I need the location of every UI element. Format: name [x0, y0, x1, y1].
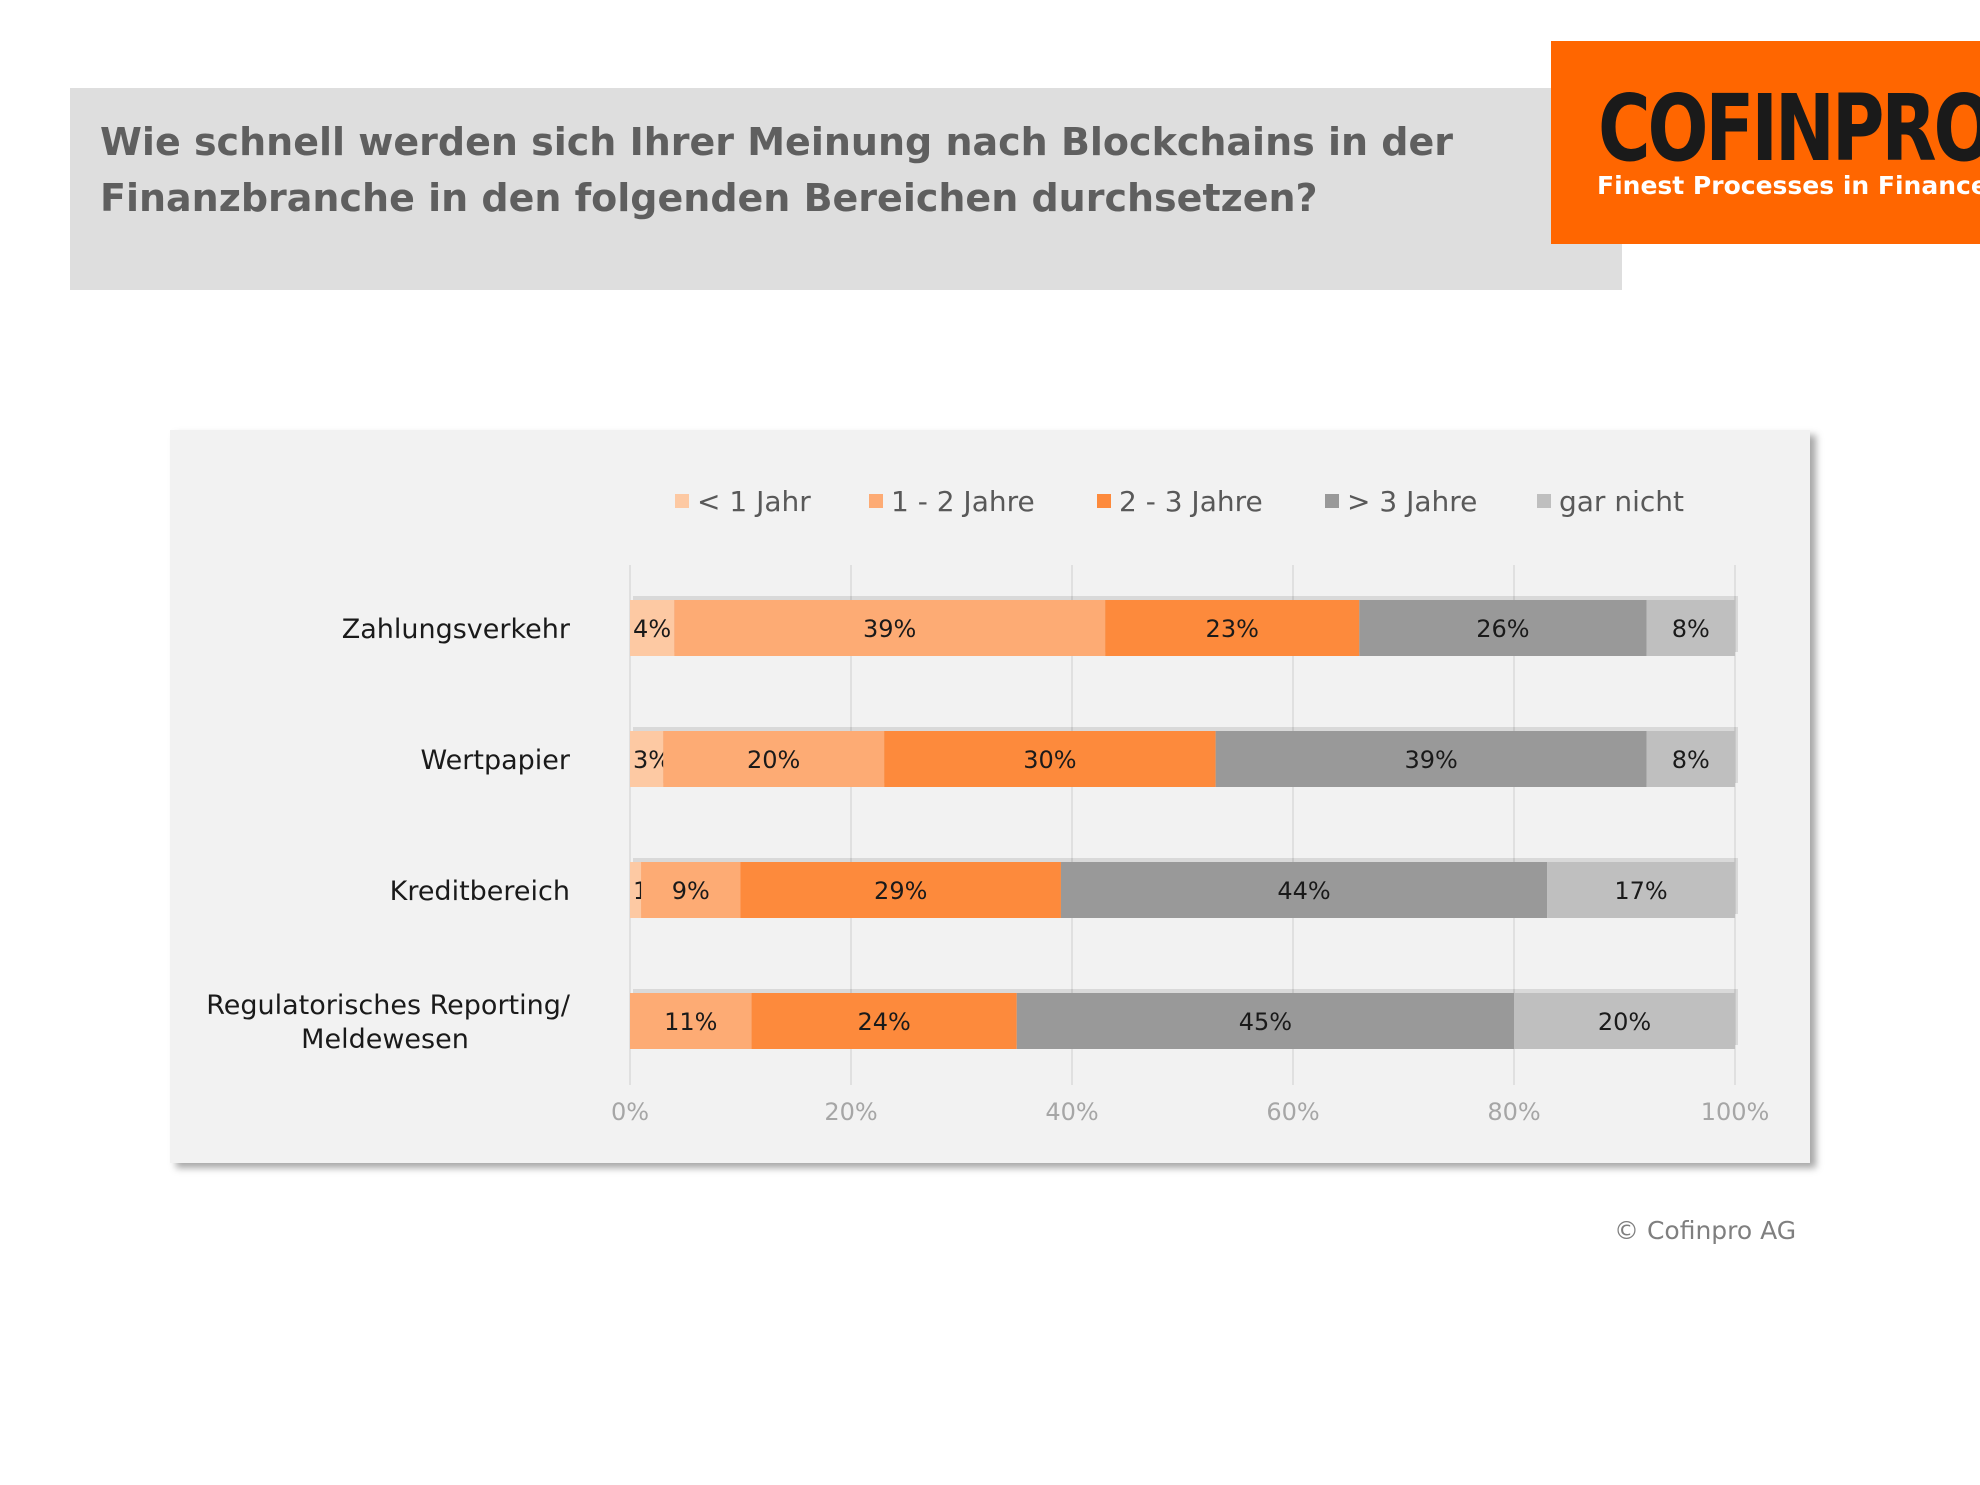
category-labels: Zahlungsverkehr Wertpapier Kreditbereich Re… — [206, 614, 571, 1055]
bar-segment — [630, 862, 642, 918]
copyright-notice: © Cofinpro AG — [1614, 1216, 1797, 1245]
data-label: 24% — [857, 1008, 910, 1036]
legend-label: 1 - 2 Jahre — [891, 485, 1035, 518]
bars: 4%39%23%26%8%3%20%30%39%8%1%9%29%44%17%0… — [630, 596, 1738, 1049]
x-axis-ticks: 0% 20% 40% 60% 80% 100% — [611, 1098, 1769, 1126]
bar-segment — [630, 993, 752, 1049]
data-label: 17% — [1614, 877, 1667, 905]
title-banner: Wie schnell werden sich Ihrer Meinung na… — [70, 88, 1622, 290]
page-title-line-2: Finanzbranche in den folgenden Bereichen… — [100, 176, 1318, 220]
chart-panel: < 1 Jahr 1 - 2 Jahre 2 - 3 Jahre > 3 Jahre g… — [170, 430, 1810, 1163]
legend: < 1 Jahr 1 - 2 Jahre 2 - 3 Jahre > 3 Jahre g… — [675, 485, 1684, 518]
bar-segment — [1646, 600, 1735, 656]
legend-swatch — [675, 494, 689, 508]
bar-segment — [751, 993, 1017, 1049]
bar-segment — [1547, 862, 1735, 918]
data-label: 39% — [1404, 746, 1457, 774]
logo-tagline: Finest Processes in Finance — [1597, 171, 1980, 200]
category-label: Kreditbereich — [390, 876, 570, 907]
legend-swatch — [1537, 494, 1551, 508]
bar-segment — [630, 731, 664, 787]
bar-segment — [663, 731, 885, 787]
legend-label: < 1 Jahr — [697, 485, 811, 518]
legend-swatch — [869, 494, 883, 508]
bar-segment — [641, 862, 741, 918]
data-label: 20% — [747, 746, 800, 774]
x-tick-label: 100% — [1701, 1098, 1770, 1126]
data-label: 26% — [1476, 615, 1529, 643]
category-label: Meldewesen — [301, 1024, 469, 1055]
data-label: 8% — [1672, 615, 1710, 643]
bar-segment — [1105, 600, 1360, 656]
data-label: 9% — [672, 877, 710, 905]
bar-segment — [1646, 731, 1735, 787]
bar-segment — [884, 731, 1216, 787]
data-label: 8% — [1672, 746, 1710, 774]
x-tick-label: 20% — [824, 1098, 877, 1126]
x-tick-label: 80% — [1487, 1098, 1540, 1126]
bar-segment — [1359, 600, 1647, 656]
data-label: 29% — [874, 877, 927, 905]
x-tick-label: 60% — [1266, 1098, 1319, 1126]
legend-swatch — [1097, 494, 1111, 508]
data-label: 23% — [1206, 615, 1259, 643]
legend-swatch — [1325, 494, 1339, 508]
page-title-line-1: Wie schnell werden sich Ihrer Meinung na… — [100, 120, 1454, 164]
bar-segment — [1060, 862, 1548, 918]
x-tick-label: 0% — [611, 1098, 649, 1126]
category-label: Regulatorisches Reporting/ — [206, 990, 571, 1021]
data-label: 20% — [1598, 1008, 1651, 1036]
bar-segment — [1215, 731, 1647, 787]
cofinpro-logo: COFINPRO Finest Processes in Finance — [1551, 41, 1980, 244]
stacked-bar-chart: < 1 Jahr 1 - 2 Jahre 2 - 3 Jahre > 3 Jahre g… — [206, 485, 1769, 1126]
bar-segment — [1514, 993, 1735, 1049]
data-label: 11% — [664, 1008, 717, 1036]
page-title: Wie schnell werden sich Ihrer Meinung na… — [100, 114, 1580, 226]
x-tick-label: 40% — [1045, 1098, 1098, 1126]
data-label: 45% — [1239, 1008, 1292, 1036]
bar-segment — [740, 862, 1061, 918]
legend-label: 2 - 3 Jahre — [1119, 485, 1263, 518]
data-label: 44% — [1277, 877, 1330, 905]
legend-label: gar nicht — [1559, 485, 1684, 518]
data-label: 30% — [1023, 746, 1076, 774]
bar-segment — [674, 600, 1106, 656]
logo-wordmark: COFINPRO — [1598, 75, 1980, 182]
bar-segment — [1016, 993, 1514, 1049]
data-label: 39% — [863, 615, 916, 643]
bar-segment — [630, 600, 675, 656]
legend-label: > 3 Jahre — [1347, 485, 1477, 518]
category-label: Zahlungsverkehr — [342, 614, 571, 645]
data-label: 4% — [633, 615, 671, 643]
category-label: Wertpapier — [421, 745, 571, 776]
